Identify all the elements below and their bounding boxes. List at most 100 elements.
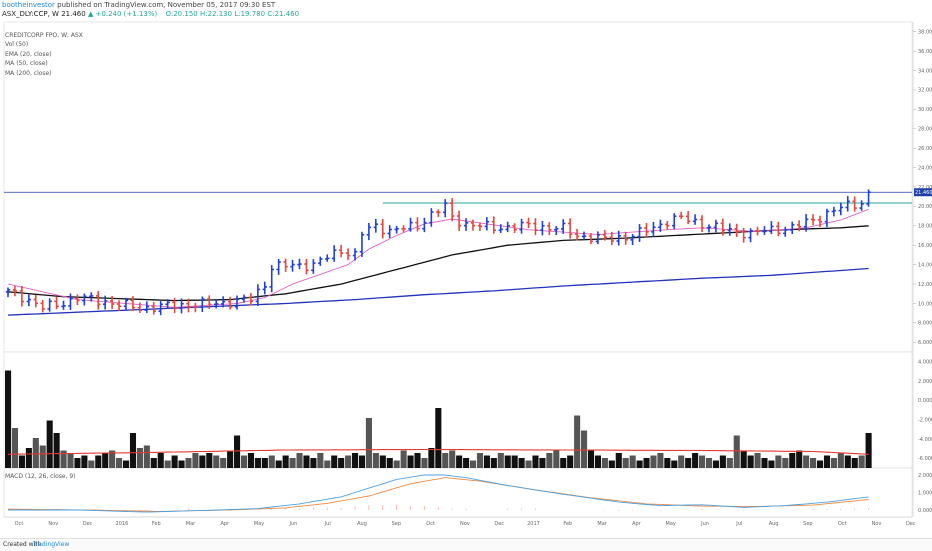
ohlc-bar: [678, 211, 684, 220]
time-tick-label: Oct: [838, 521, 847, 527]
ohlc-low: L:19.780: [234, 10, 266, 18]
legend-ema[interactable]: EMA (20, close): [5, 50, 52, 58]
volume-bar: [657, 453, 664, 468]
legend-volume[interactable]: Vol (50): [5, 41, 29, 49]
chart-canvas[interactable]: 38.000 36.000 34.000 32.000 30.000 28.000 26.0…: [0, 0, 932, 538]
time-tick-label: Jun: [700, 521, 709, 527]
ohlc-bar: [26, 294, 32, 307]
volume-bar: [525, 460, 532, 468]
volume-bar: [95, 455, 102, 468]
ohlc-bar: [831, 206, 837, 217]
volume-bar: [11, 428, 19, 468]
ohlc-bar: [762, 226, 767, 235]
author-name[interactable]: bootheinvestor: [2, 1, 55, 9]
ohlc-bar: [338, 244, 344, 258]
ohlc-bar: [276, 258, 281, 275]
volume-bar: [268, 455, 275, 468]
ohlc-bar: [325, 254, 330, 262]
volume-bar: [816, 460, 824, 468]
legend-ma50[interactable]: MA (50, close): [5, 60, 48, 68]
volume-bar: [81, 455, 88, 468]
ohlc-bar: [796, 220, 802, 232]
volume-bar: [310, 458, 317, 468]
volume-bar: [747, 455, 754, 468]
publish-text: published on TradingView.com, November 0…: [57, 1, 276, 9]
ohlc-bar: [595, 231, 601, 245]
ohlc-bar: [40, 299, 45, 313]
volume-bar: [608, 460, 615, 468]
volume-bar: [428, 448, 435, 468]
ohlc-bar: [692, 214, 698, 225]
volume-bar: [650, 455, 657, 468]
volume-bar: [122, 460, 130, 468]
volume-bar: [587, 450, 595, 468]
volume-bar: [338, 458, 345, 468]
ohlc-bar: [123, 297, 129, 311]
price-tick-label: 6.000: [918, 340, 932, 346]
volume-bar: [483, 455, 490, 468]
macd-legend[interactable]: MACD (12, 26, close, 9): [5, 473, 76, 480]
ohlc-bar: [116, 300, 122, 311]
ohlc-bar: [456, 210, 462, 231]
volume-bar: [504, 455, 511, 468]
ohlc-bar: [304, 259, 309, 275]
volume-bar: [25, 448, 32, 468]
ohlc-bar: [727, 223, 732, 236]
legend-ma200[interactable]: MA (200, close): [5, 69, 52, 77]
ohlc-bar: [803, 214, 809, 232]
ohlc-bar: [234, 295, 240, 310]
ohlc-bar: [852, 196, 857, 212]
ohlc-bar: [19, 285, 25, 307]
volume-bar: [109, 450, 116, 468]
volume-bar: [67, 453, 74, 468]
ohlc-bar: [429, 208, 434, 227]
price-change: ▲ +0.240 (+1.13%): [87, 10, 158, 18]
ohlc-bar: [637, 224, 642, 242]
ohlc-bar: [193, 302, 198, 313]
volume-bar: [53, 433, 60, 468]
price-tick-label: 10.000: [918, 301, 932, 307]
volume-bar: [511, 455, 518, 468]
volume-bar: [539, 458, 546, 468]
volume-bar: [601, 458, 608, 468]
volume-bar: [740, 450, 747, 468]
ohlc-bar: [415, 217, 420, 232]
price-tick-label: 16.000: [918, 243, 932, 249]
volume-bar: [60, 450, 67, 468]
ohlc-bar: [214, 298, 219, 309]
ohlc-bar: [422, 217, 427, 233]
volume-bar: [532, 455, 539, 468]
volume-bar: [469, 460, 477, 468]
volume-bar: [803, 455, 810, 468]
ohlc-bar: [47, 298, 52, 312]
footer-bar: Created with TradingView: [0, 538, 932, 551]
ohlc-bar: [769, 221, 774, 235]
volume-bar: [372, 453, 379, 468]
time-tick-label: Dec: [494, 521, 504, 527]
volume-bar: [414, 453, 421, 468]
ohlc-bar: [790, 221, 795, 235]
ohlc-bar: [89, 292, 94, 302]
legend-symbol[interactable]: CREDITCORP FPO, W, ASX: [5, 32, 83, 39]
ohlc-bar: [623, 231, 628, 245]
ohlc-bar: [644, 222, 649, 238]
volume-bar: [719, 455, 726, 468]
symbol-info: ASX_DLY:CCP, W 21.460 ▲ +0.240 (+1.13%) …: [2, 10, 299, 19]
ohlc-bar: [533, 218, 538, 236]
ohlc-bar: [491, 216, 496, 234]
ohlc-bar: [519, 218, 524, 234]
ohlc-bar: [318, 256, 323, 266]
ohlc-bar: [220, 296, 226, 308]
last-price-label: 21.460: [915, 190, 932, 196]
tradingview-logo[interactable]: TradingView: [33, 541, 70, 548]
volume-bar: [331, 455, 338, 468]
ohlc-bar: [498, 224, 503, 234]
ohlc-bar: [269, 265, 274, 293]
time-tick-label: Jun: [288, 521, 297, 527]
volume-bar: [46, 420, 53, 468]
ohlc-bar: [158, 301, 163, 316]
volume-bar: [782, 458, 789, 468]
time-tick-label: Oct: [15, 521, 24, 527]
volume-bar: [692, 453, 699, 468]
